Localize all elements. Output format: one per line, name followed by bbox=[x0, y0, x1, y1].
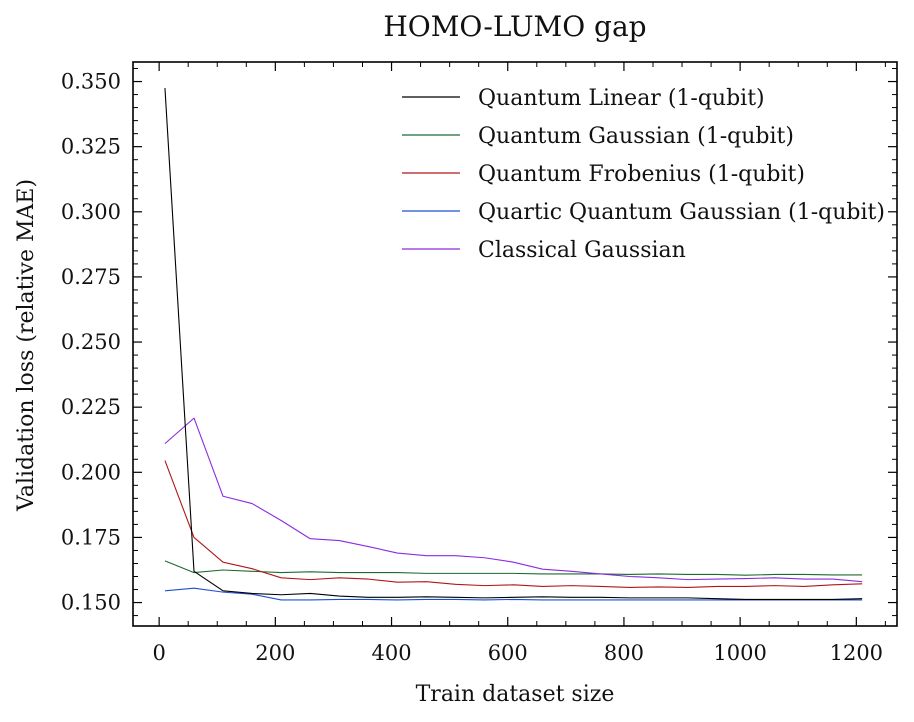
x-tick-label: 800 bbox=[604, 641, 644, 665]
x-tick-label: 1200 bbox=[830, 641, 883, 665]
axis-ticks bbox=[133, 62, 897, 626]
chart-title: HOMO-LUMO gap bbox=[383, 10, 646, 43]
y-axis-label: Validation loss (relative MAE) bbox=[14, 179, 39, 512]
legend-label-4: Classical Gaussian bbox=[478, 238, 686, 263]
y-tick-label: 0.350 bbox=[61, 70, 121, 94]
y-tick-label: 0.200 bbox=[61, 460, 121, 484]
x-tick-label: 600 bbox=[488, 641, 528, 665]
y-tick-label: 0.275 bbox=[61, 265, 121, 289]
legend-label-0: Quantum Linear (1-qubit) bbox=[478, 86, 765, 111]
x-tick-label: 200 bbox=[255, 641, 295, 665]
y-tick-labels: 0.150 0.175 0.200 0.225 0.250 0.275 0.300 0.325… bbox=[61, 70, 121, 615]
y-tick-label: 0.250 bbox=[61, 330, 121, 354]
y-tick-label: 0.150 bbox=[61, 591, 121, 615]
x-tick-labels: 0 200 400 600 800 1000 1200 bbox=[152, 641, 883, 665]
x-tick-label: 1000 bbox=[713, 641, 766, 665]
legend-label-3: Quartic Quantum Gaussian (1-qubit) bbox=[478, 200, 885, 225]
y-tick-label: 0.175 bbox=[61, 525, 121, 549]
series-lines bbox=[164, 88, 863, 601]
y-tick-label: 0.300 bbox=[61, 200, 121, 224]
legend-label-1: Quantum Gaussian (1-qubit) bbox=[478, 124, 794, 149]
legend: Quantum Linear (1-qubit) Quantum Gaussian… bbox=[402, 86, 885, 263]
x-tick-label: 400 bbox=[371, 641, 411, 665]
series-line-1 bbox=[164, 560, 863, 576]
x-axis-label: Train dataset size bbox=[416, 682, 615, 707]
series-line-4 bbox=[164, 417, 863, 583]
x-tick-label: 0 bbox=[152, 641, 165, 665]
legend-label-2: Quantum Frobenius (1-qubit) bbox=[478, 162, 805, 187]
series-line-2 bbox=[164, 460, 863, 588]
y-tick-label: 0.325 bbox=[61, 135, 121, 159]
plot-frame bbox=[132, 61, 898, 627]
series-line-0 bbox=[164, 88, 863, 600]
y-tick-label: 0.225 bbox=[61, 395, 121, 419]
